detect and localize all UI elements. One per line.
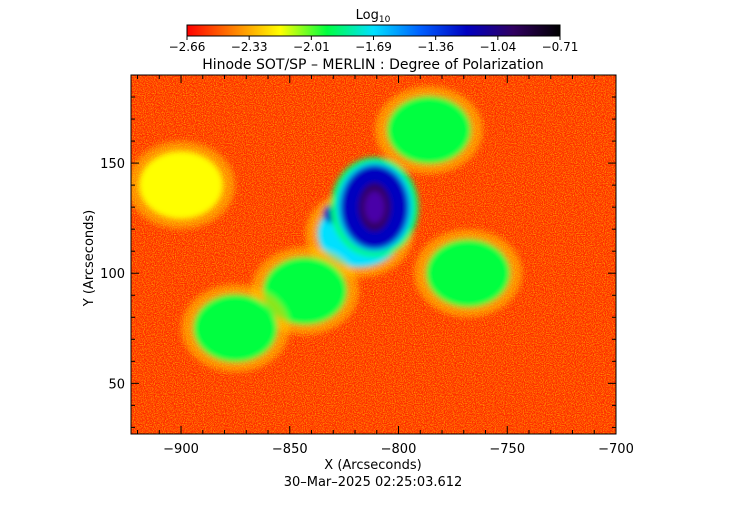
x-axis-label: X (Arcseconds) [324, 458, 421, 473]
y-axis: 50 100 150 [100, 74, 616, 428]
x-tick-label: −900 [163, 442, 199, 457]
plage-mark [139, 151, 224, 220]
y-tick-label: 150 [100, 157, 125, 172]
timestamp: 30–Mar–2025 02:25:03.612 [284, 475, 463, 490]
colorbar-label: Log10 [356, 8, 391, 25]
y-axis-label: Y (Arcseconds) [82, 210, 97, 307]
colorbar-ticks: −2.66 −2.33 −2.01 −1.69 −1.36 −1.04 −0.71 [169, 36, 579, 54]
colorbar-tick-label: −2.66 [169, 40, 206, 54]
x-axis: −900 −850 −800 −750 −700 [137, 75, 634, 457]
colorbar-tick-label: −0.71 [542, 40, 579, 54]
plot-frame [130, 74, 617, 435]
colorbar-tick-label: −1.36 [417, 40, 454, 54]
colorbar-tick-label: −1.04 [479, 40, 516, 54]
x-tick-label: −800 [381, 442, 417, 457]
colorbar [186, 24, 561, 37]
colorbar-tick-label: −2.33 [231, 40, 268, 54]
chart-title: Hinode SOT/SP – MERLIN : Degree of Polar… [202, 57, 544, 73]
colorbar-tick-label: −1.69 [355, 40, 392, 54]
y-tick-label: 100 [100, 267, 125, 282]
features-layer [131, 86, 523, 373]
x-tick-label: −850 [272, 442, 308, 457]
y-tick-label: 50 [108, 377, 125, 392]
x-tick-label: −700 [598, 442, 634, 457]
plage-mark [262, 256, 347, 325]
umbra-core [364, 191, 385, 224]
plage-mark [426, 239, 511, 308]
heatmap-image [131, 75, 616, 434]
colorbar-tick-label: −2.01 [293, 40, 330, 54]
x-tick-label: −750 [489, 442, 525, 457]
plage-mark [193, 294, 278, 363]
plage-mark [386, 96, 471, 165]
